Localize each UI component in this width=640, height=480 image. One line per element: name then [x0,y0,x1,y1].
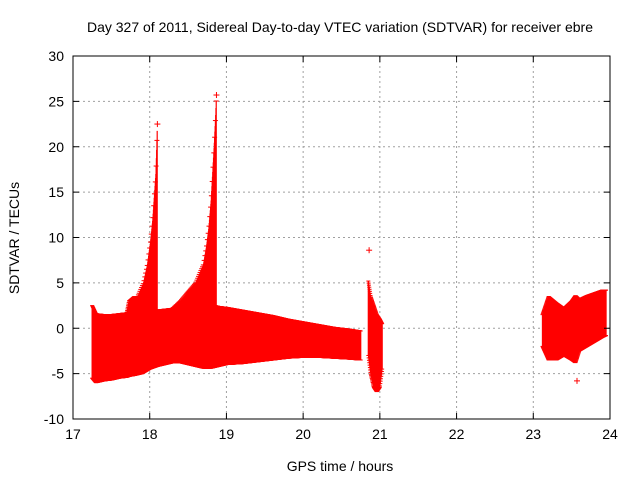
series-23h [540,289,609,364]
x-tick-label: 20 [295,426,311,442]
x-tick-label: 23 [525,426,541,442]
y-tick-label: 20 [48,139,64,155]
gridlines [73,56,610,419]
x-tick-label: 19 [219,426,235,442]
x-tick-label: 24 [602,426,618,442]
series-main-band [90,296,363,384]
series-spike-18-8h [170,92,220,329]
y-tick-label: 5 [56,275,64,291]
x-axis-label: GPS time / hours [287,458,394,474]
y-tick-label: 0 [56,320,64,336]
y-tick-label: 30 [48,48,64,64]
x-tick-label: 17 [65,426,81,442]
y-tick-label: 15 [48,184,64,200]
series-21h [366,280,385,393]
x-tick-label: 21 [372,426,388,442]
chart-title: Day 327 of 2011, Sidereal Day-to-day VTE… [87,19,593,35]
y-tick-label: 10 [48,230,64,246]
series-spike-18h [131,121,161,329]
data-series [90,92,609,393]
x-tick-label: 18 [142,426,158,442]
x-tick-label: 22 [449,426,465,442]
y-tick-label: -10 [44,411,64,427]
axis-ticks: 17 18 19 20 21 22 23 24 -10 -5 0 5 10 15 20 25 30 [44,48,618,442]
y-axis-label: SDTVAR / TECUs [6,182,22,294]
y-tick-label: -5 [52,366,65,382]
y-tick-label: 25 [48,93,64,109]
